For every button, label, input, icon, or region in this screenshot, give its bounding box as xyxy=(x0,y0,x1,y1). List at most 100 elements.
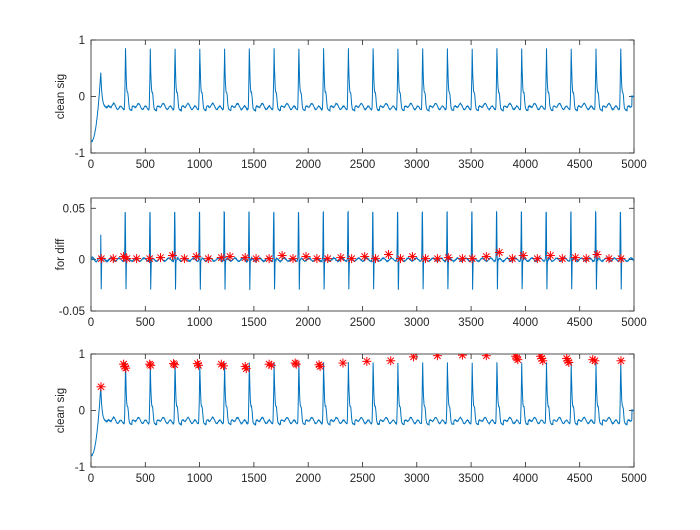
star-marker xyxy=(507,254,517,264)
star-marker xyxy=(241,364,251,374)
x-tick-label: 2500 xyxy=(350,159,376,171)
star-marker xyxy=(146,360,156,370)
star-marker xyxy=(156,253,166,263)
star-marker xyxy=(616,254,626,264)
star-marker xyxy=(96,382,106,392)
x-tick-label: 500 xyxy=(136,159,155,171)
signal-line xyxy=(91,362,634,457)
x-tick-label: 1000 xyxy=(187,317,213,329)
chart-panel-1: 0 500 1000 1500 2000 2500 3000 3500 4000 4500 5000… xyxy=(55,35,647,171)
star-marker xyxy=(360,252,370,262)
star-marker xyxy=(457,354,467,360)
x-tick-label: 1500 xyxy=(241,159,267,171)
star-marker xyxy=(420,254,430,264)
x-tick-label: 2500 xyxy=(350,473,376,485)
star-marker xyxy=(570,253,580,263)
star-marker xyxy=(264,254,274,264)
x-tick-label: 3000 xyxy=(404,159,430,171)
star-marker xyxy=(312,254,322,264)
x-tick-label: 5000 xyxy=(621,159,647,171)
star-marker xyxy=(409,354,419,362)
y-tick-label: 0 xyxy=(79,92,85,104)
x-tick-label: 3000 xyxy=(404,317,430,329)
star-marker xyxy=(513,355,523,365)
x-tick-label: 0 xyxy=(88,317,94,329)
x-tick-label: 2000 xyxy=(295,159,321,171)
star-marker xyxy=(216,253,226,263)
star-marker xyxy=(457,254,467,264)
y-tick-label: 0.05 xyxy=(63,203,85,215)
star-marker xyxy=(432,254,442,264)
star-marker xyxy=(240,253,250,263)
x-tick-label: 2000 xyxy=(295,473,321,485)
star-marker xyxy=(432,354,442,361)
star-marker xyxy=(590,356,600,366)
x-tick-label: 2000 xyxy=(295,317,321,329)
star-marker xyxy=(288,254,298,264)
star-marker xyxy=(407,252,417,262)
star-marker xyxy=(218,361,228,371)
plot-area xyxy=(91,354,634,457)
star-marker xyxy=(291,359,301,369)
y-axis-label: clean sig xyxy=(55,74,67,119)
axes-box xyxy=(90,353,635,468)
x-tick-label: 5000 xyxy=(621,317,647,329)
star-marker xyxy=(396,254,406,264)
x-tick-label: 4000 xyxy=(513,473,539,485)
star-marker xyxy=(564,357,574,367)
y-tick-label: 1 xyxy=(79,349,85,361)
star-marker xyxy=(108,254,118,264)
star-marker xyxy=(266,360,276,370)
y-tick-label: 1 xyxy=(79,35,85,47)
star-marker xyxy=(604,254,614,264)
y-tick-label: 0 xyxy=(79,406,85,418)
star-marker xyxy=(384,250,394,259)
star-marker xyxy=(616,356,626,366)
x-tick-label: 4500 xyxy=(567,473,593,485)
star-marker xyxy=(467,254,477,264)
star-marker xyxy=(203,254,213,264)
star-marker xyxy=(191,252,201,262)
star-marker xyxy=(179,254,189,264)
star-marker xyxy=(362,356,372,366)
y-tick-label: -1 xyxy=(75,148,85,160)
y-tick-label: -1 xyxy=(75,462,85,474)
star-marker xyxy=(443,253,453,263)
star-marker xyxy=(592,250,602,259)
chart-panel-3: 0 500 1000 1500 2000 2500 3000 3500 4000 4500 5000… xyxy=(55,349,647,485)
star-marker xyxy=(96,254,106,264)
x-tick-label: 0 xyxy=(88,473,94,485)
y-tick-label: 0 xyxy=(79,255,85,267)
star-marker xyxy=(301,252,311,262)
x-tick-label: 4500 xyxy=(567,317,593,329)
star-marker xyxy=(371,254,381,264)
x-tick-label: 1500 xyxy=(241,473,267,485)
star-marker xyxy=(145,254,155,264)
x-tick-label: 2500 xyxy=(350,317,376,329)
x-tick-label: 3500 xyxy=(458,159,484,171)
x-tick-label: 500 xyxy=(136,473,155,485)
x-tick-label: 3000 xyxy=(404,473,430,485)
chart-panel-2: 0 500 1000 1500 2000 2500 3000 3500 4000 4500 5000… xyxy=(55,197,647,329)
star-marker xyxy=(538,356,548,366)
star-marker xyxy=(225,252,235,262)
star-marker xyxy=(532,254,542,264)
star-marker xyxy=(121,363,131,373)
star-marker xyxy=(338,358,348,368)
star-marker xyxy=(481,252,491,262)
star-marker xyxy=(481,354,491,361)
x-tick-label: 4000 xyxy=(513,159,539,171)
star-marker xyxy=(323,254,333,264)
star-marker xyxy=(386,356,396,366)
x-tick-label: 1000 xyxy=(187,159,213,171)
x-tick-label: 1500 xyxy=(241,317,267,329)
y-axis-label: clean sig xyxy=(55,388,67,433)
star-marker xyxy=(132,254,142,264)
plot-area xyxy=(91,210,634,290)
star-marker xyxy=(167,251,177,261)
star-marker xyxy=(494,247,504,257)
star-marker xyxy=(170,360,180,370)
star-marker xyxy=(277,251,287,261)
x-tick-label: 3500 xyxy=(458,473,484,485)
